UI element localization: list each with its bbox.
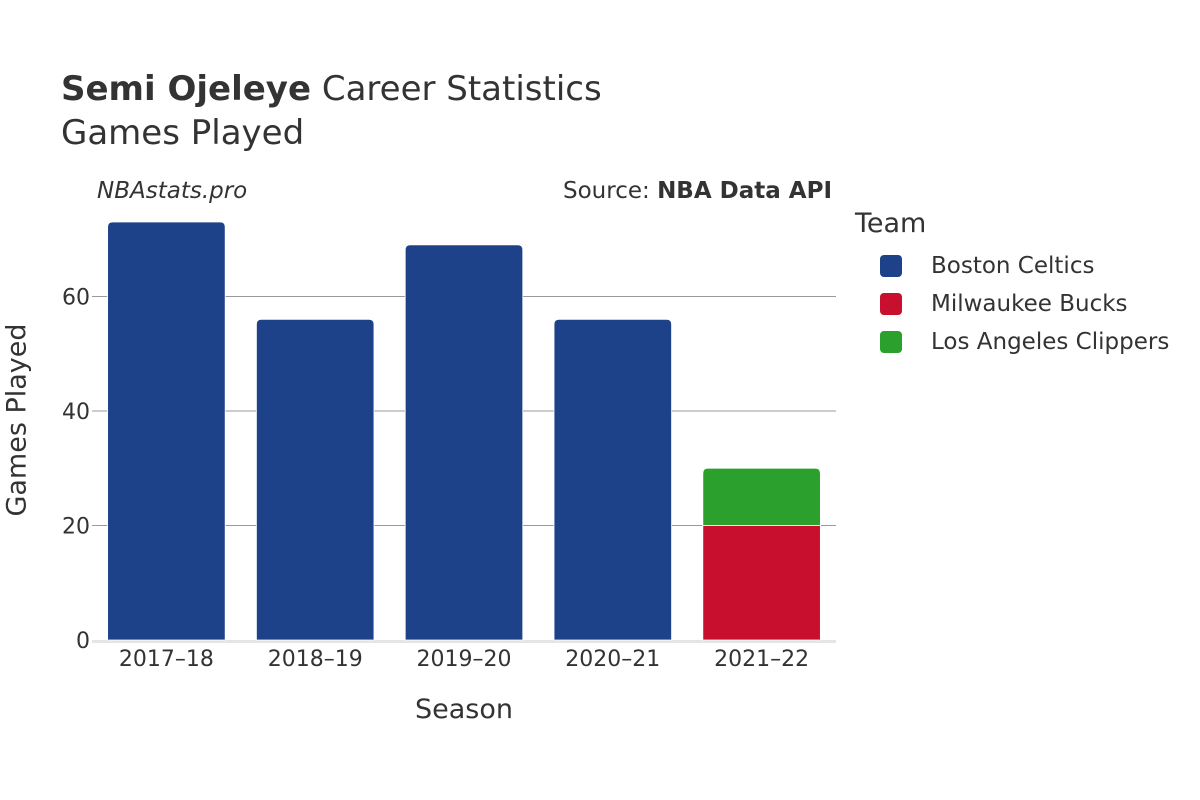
bar-los-angeles-clippers-2021–22[interactable] (702, 467, 821, 526)
x-tick-label: 2019–20 (417, 647, 512, 672)
legend-label: Los Angeles Clippers (931, 329, 1170, 355)
chart-subtitle: Games Played (61, 113, 305, 153)
watermark: NBAstats.pro (97, 178, 248, 204)
x-tick-label: 2021–22 (714, 647, 809, 672)
x-tick-labels: 2017–18 2018–19 2019–20 2020–21 2021–22 (119, 647, 809, 672)
y-tick-labels: 0 20 40 60 (62, 285, 90, 654)
x-axis-label: Season (415, 694, 513, 725)
source-prefix: Source: (563, 178, 658, 204)
legend-item-milwaukee-bucks[interactable]: Milwaukee Bucks (855, 285, 1169, 323)
bar-boston-celtics-2019–20[interactable] (404, 244, 524, 641)
x-tick-label: 2017–18 (119, 647, 214, 672)
legend-label: Milwaukee Bucks (931, 291, 1128, 317)
legend-swatch (880, 293, 902, 315)
bars (107, 221, 821, 641)
source-credit: Source: NBA Data API (563, 178, 832, 204)
chart-title: Semi Ojeleye Career Statistics (61, 68, 602, 110)
bar-milwaukee-bucks-2021–22[interactable] (702, 525, 821, 641)
bar-boston-celtics-2018–19[interactable] (256, 318, 375, 641)
legend-item-los-angeles-clippers[interactable]: Los Angeles Clippers (855, 323, 1169, 361)
legend-label: Boston Celtics (931, 253, 1095, 279)
player-name: Semi Ojeleye (61, 69, 312, 109)
y-tick-label: 20 (62, 514, 90, 539)
legend-swatch (880, 331, 902, 353)
y-tick-label: 60 (62, 285, 90, 310)
y-axis-label: Games Played (1, 323, 33, 517)
x-tick-label: 2018–19 (268, 647, 363, 672)
bar-boston-celtics-2017–18[interactable] (107, 221, 226, 641)
y-tick-label: 0 (76, 629, 90, 654)
x-tick-label: 2020–21 (565, 647, 660, 672)
legend: Team Boston Celtics Milwaukee Bucks Los … (855, 208, 1169, 361)
bar-boston-celtics-2020–21[interactable] (553, 318, 672, 641)
legend-item-boston-celtics[interactable]: Boston Celtics (855, 247, 1169, 285)
title-rest: Career Statistics (311, 69, 602, 109)
y-tick-label: 40 (62, 400, 90, 425)
legend-swatch (880, 255, 902, 277)
legend-title: Team (855, 208, 927, 239)
source-name: NBA Data API (657, 178, 832, 204)
